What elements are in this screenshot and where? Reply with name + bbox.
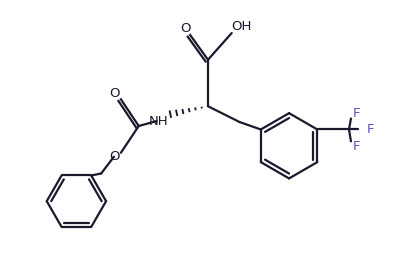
Text: F: F xyxy=(353,107,361,120)
Text: O: O xyxy=(110,87,120,100)
Text: F: F xyxy=(367,123,375,136)
Text: OH: OH xyxy=(231,20,252,33)
Text: O: O xyxy=(180,22,191,35)
Text: O: O xyxy=(109,150,119,163)
Text: F: F xyxy=(353,140,361,153)
Text: NH: NH xyxy=(149,115,169,128)
